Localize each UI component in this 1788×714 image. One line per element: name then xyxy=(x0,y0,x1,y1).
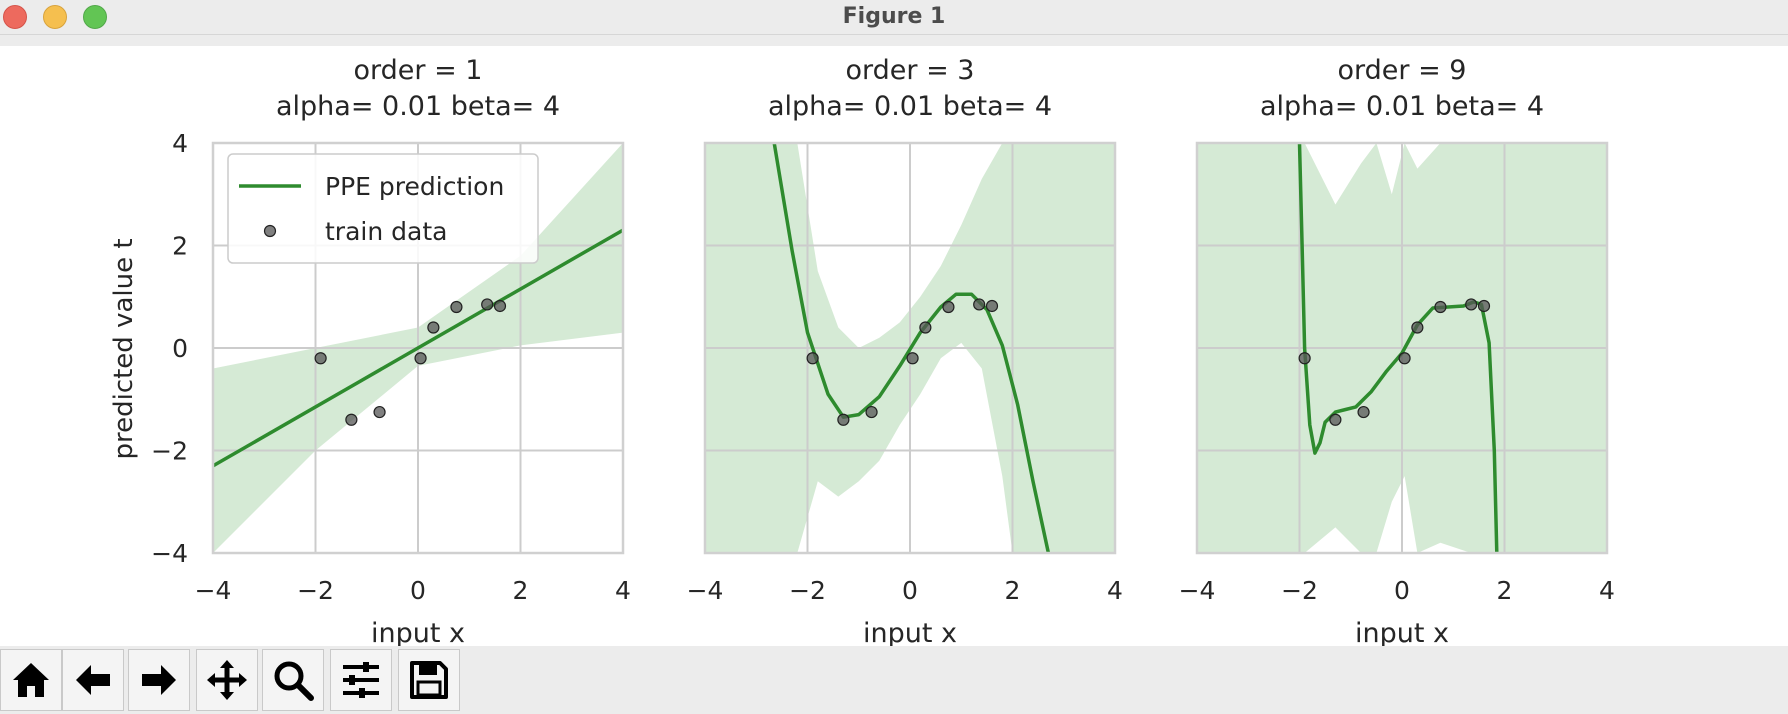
x-tick-label: 4 xyxy=(1107,576,1123,605)
pan-button[interactable] xyxy=(196,649,258,711)
x-tick-label: 0 xyxy=(902,576,918,605)
train-data-point xyxy=(919,321,932,334)
train-data-point xyxy=(1298,352,1311,365)
y-tick-label: −4 xyxy=(151,539,188,568)
train-data-point xyxy=(1411,321,1424,334)
subplot-title: order = 9 xyxy=(1338,55,1467,86)
x-tick-label: 0 xyxy=(410,576,426,605)
pan-icon xyxy=(207,660,247,700)
home-button[interactable] xyxy=(0,649,62,711)
y-tick-label: −2 xyxy=(151,437,188,466)
x-axis-label: input x xyxy=(1355,618,1449,646)
subplot-subtitle: alpha= 0.01 beta= 4 xyxy=(768,91,1052,122)
train-data-point xyxy=(973,298,986,311)
close-window-button[interactable] xyxy=(3,5,27,29)
x-tick-label: −2 xyxy=(1281,576,1318,605)
x-tick-label: −4 xyxy=(687,576,724,605)
x-tick-label: 4 xyxy=(1599,576,1615,605)
subplot-1: order = 1 alpha= 0.01 beta= 4 −4 −2 0 2 4 input… xyxy=(151,55,631,649)
x-tick-label: −4 xyxy=(1179,576,1216,605)
legend-box xyxy=(227,153,539,264)
window-titlebar: Figure 1 xyxy=(0,0,1788,35)
train-data-point xyxy=(1329,413,1342,426)
x-axis-label: input x xyxy=(863,618,957,646)
train-data-point xyxy=(1357,405,1370,419)
figure-canvas[interactable]: predicted value t order = 1 alpha= 0.01 b… xyxy=(0,46,1788,649)
forward-arrow-icon xyxy=(142,665,176,695)
axes-frame xyxy=(1195,141,1609,555)
back-button[interactable] xyxy=(62,649,124,711)
figure-svg: predicted value t order = 1 alpha= 0.01 b… xyxy=(109,55,1615,649)
train-data-point xyxy=(414,352,427,365)
train-data-point xyxy=(985,299,999,313)
legend-label-train: train data xyxy=(325,217,447,246)
subplot-title: order = 1 xyxy=(354,55,483,86)
train-data-point xyxy=(1434,300,1447,314)
x-tick-label: −4 xyxy=(195,576,232,605)
ppe-prediction-line xyxy=(772,143,1051,553)
subplot-2: order = 3 alpha= 0.01 beta= 4 −4 −2 0 2 4 input… xyxy=(687,55,1123,649)
train-data-point xyxy=(1398,352,1411,365)
axes-frame xyxy=(211,141,625,555)
home-icon xyxy=(13,663,49,697)
subplot-subtitle: alpha= 0.01 beta= 4 xyxy=(276,91,560,122)
y-tick-label: 0 xyxy=(172,334,188,363)
x-tick-label: −2 xyxy=(789,576,826,605)
train-data-point xyxy=(837,413,850,426)
ppe-prediction-line xyxy=(1297,143,1499,553)
train-data-point xyxy=(493,299,507,313)
axes-frame xyxy=(703,141,1117,555)
navigation-toolbar xyxy=(0,646,1788,714)
train-data-point xyxy=(314,352,327,365)
save-button[interactable] xyxy=(398,649,460,711)
window-title: Figure 1 xyxy=(842,4,946,29)
train-data-point xyxy=(1477,299,1491,313)
zoom-icon xyxy=(274,661,314,701)
plot-area xyxy=(705,143,1115,553)
save-icon xyxy=(410,661,448,699)
back-arrow-icon xyxy=(76,665,110,695)
train-data-point xyxy=(345,413,358,426)
train-data-point xyxy=(865,405,878,419)
train-data-point xyxy=(942,300,955,314)
ppe-prediction-line xyxy=(213,228,623,468)
subplot-subtitle: alpha= 0.01 beta= 4 xyxy=(1260,91,1544,122)
x-axis-label: input x xyxy=(371,618,465,646)
train-data-point xyxy=(1465,298,1478,311)
y-axis-label: predicted value t xyxy=(109,238,139,459)
y-tick-label: 4 xyxy=(172,129,188,158)
x-tick-label: 2 xyxy=(1005,576,1021,605)
train-data-point xyxy=(450,300,463,314)
x-tick-label: −2 xyxy=(297,576,334,605)
subplot-title: order = 3 xyxy=(846,55,975,86)
minimize-window-button[interactable] xyxy=(43,5,67,29)
x-tick-label: 0 xyxy=(1394,576,1410,605)
train-data-point xyxy=(373,405,386,419)
plot-area xyxy=(1197,143,1607,553)
x-tick-label: 4 xyxy=(615,576,631,605)
configure-subplots-button[interactable] xyxy=(330,649,392,711)
x-tick-label: 2 xyxy=(513,576,529,605)
zoom-button[interactable] xyxy=(262,649,324,711)
train-data-point xyxy=(481,298,494,311)
maximize-window-button[interactable] xyxy=(83,5,107,29)
train-data-point xyxy=(806,352,819,365)
train-data-point xyxy=(906,352,919,365)
legend: PPE prediction train data xyxy=(227,153,539,264)
configure-subplots-icon xyxy=(343,662,379,698)
subplot-3: order = 9 alpha= 0.01 beta= 4 −4 −2 0 2 4 input… xyxy=(1179,55,1615,649)
x-tick-label: 2 xyxy=(1497,576,1513,605)
train-data-point xyxy=(427,321,440,334)
legend-label-ppe: PPE prediction xyxy=(325,172,504,201)
legend-point-swatch xyxy=(263,224,277,238)
y-tick-label: 2 xyxy=(172,232,188,261)
forward-button[interactable] xyxy=(128,649,190,711)
